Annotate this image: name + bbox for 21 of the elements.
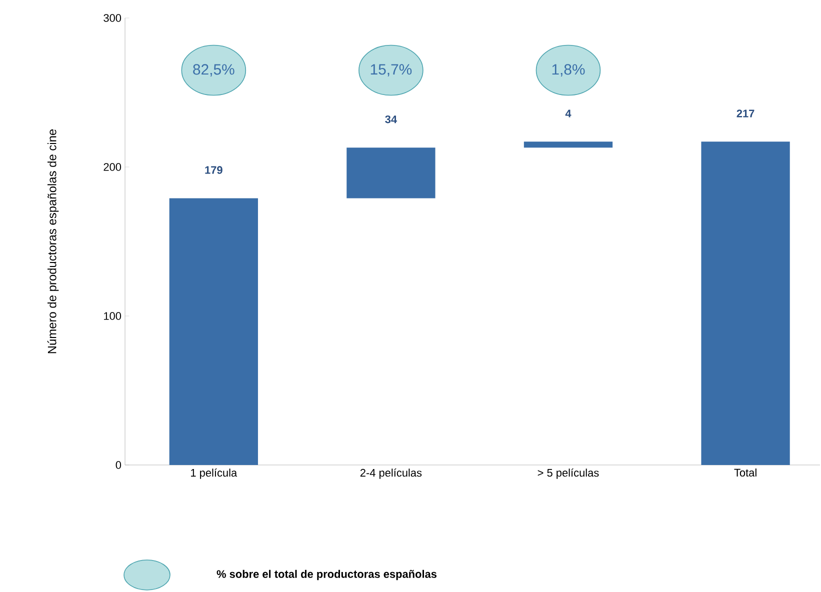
bar bbox=[346, 148, 436, 198]
y-axis-title: Número de productoras españolas de cine bbox=[47, 129, 59, 354]
annotation: 82,5% bbox=[193, 64, 234, 76]
y-tick-label: 0 bbox=[116, 461, 122, 469]
x-tick-label: > 5 películas bbox=[538, 468, 599, 479]
bar bbox=[169, 198, 258, 465]
data-label: 217 bbox=[736, 110, 754, 118]
bar bbox=[524, 142, 613, 148]
text: % sobre el total de productoras españolas bbox=[216, 570, 437, 580]
y-tick-label: 200 bbox=[104, 163, 122, 171]
bar bbox=[701, 142, 790, 465]
x-tick-label: 2-4 películas bbox=[360, 468, 422, 479]
data-label: 179 bbox=[205, 166, 222, 174]
data-label: 34 bbox=[385, 115, 397, 124]
data-label: 4 bbox=[565, 110, 572, 118]
y-tick-label: 300 bbox=[104, 14, 122, 22]
x-tick-label: 1 película bbox=[191, 468, 238, 479]
x-tick-label: Total bbox=[734, 468, 756, 477]
annotation: 1,8% bbox=[552, 64, 585, 76]
y-tick-label: 100 bbox=[104, 312, 122, 320]
annotation: 15,7% bbox=[370, 64, 412, 76]
